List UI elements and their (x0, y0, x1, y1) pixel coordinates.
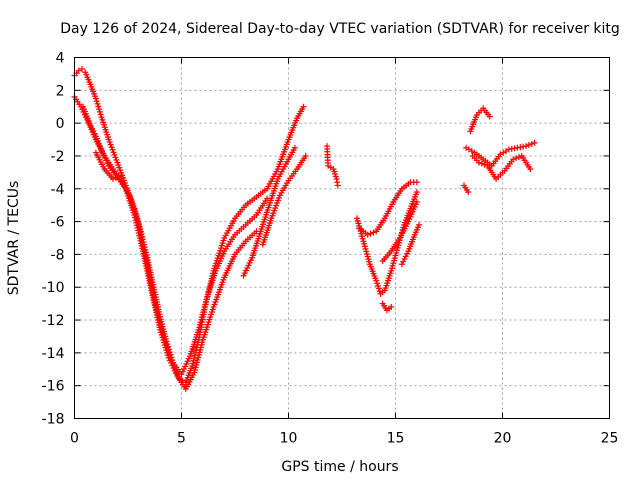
data-point-fill (481, 161, 488, 168)
data-point (75, 67, 82, 74)
y-tick-label: -12 (42, 313, 65, 329)
data-point-fill (87, 122, 94, 129)
grid-layer (74, 57, 610, 419)
x-tick-label: 10 (280, 431, 298, 447)
data-point-fill (525, 142, 532, 149)
data-point-fill (374, 280, 381, 287)
data-point (413, 179, 420, 186)
data-point (523, 143, 530, 150)
y-tick-label: -10 (42, 280, 65, 296)
data-point-fill (515, 154, 522, 161)
data-point (302, 152, 309, 159)
data-point-fill (95, 103, 102, 110)
x-axis-label: GPS time / hours (281, 459, 398, 475)
data-point-fill (478, 160, 485, 167)
data-point-fill (104, 160, 111, 167)
data-point-fill (402, 253, 409, 260)
y-tick-label: -18 (42, 412, 65, 428)
data-point (86, 120, 93, 127)
data-point (334, 182, 341, 189)
data-point (373, 277, 380, 284)
y-axis-label: SDTVAR / TECUs (6, 181, 22, 296)
data-point-fill (94, 100, 101, 107)
y-tick-label: 4 (56, 51, 65, 67)
x-tick-label: 15 (387, 431, 405, 447)
data-point-fill (370, 229, 377, 236)
data-point (388, 303, 395, 310)
data-point (413, 198, 420, 205)
data-point-fill (400, 258, 407, 265)
data-point (92, 95, 99, 102)
x-tick-label: 5 (177, 431, 186, 447)
data-point-fill (90, 128, 97, 135)
data-point-fill (513, 155, 520, 162)
x-tick-label: 20 (494, 431, 512, 447)
data-point-fill (101, 154, 108, 161)
data-point-fill (401, 256, 408, 263)
data-point-fill (112, 174, 119, 181)
data-point-fill (115, 173, 122, 180)
data-point (99, 149, 106, 156)
y-tick-label: -4 (51, 182, 65, 198)
data-point (300, 103, 307, 110)
data-point (486, 113, 493, 120)
data-point-fill (98, 114, 105, 121)
data-point (527, 166, 534, 173)
data-point-fill (96, 106, 103, 113)
y-tick-label: -16 (42, 379, 65, 395)
data-point-fill (97, 111, 104, 118)
data-point-fill (404, 250, 411, 257)
data-point-fill (528, 140, 535, 147)
data-point (176, 376, 183, 383)
y-tick-label: -6 (51, 215, 65, 231)
y-tick-label: 2 (56, 83, 65, 99)
data-point-fill (191, 352, 198, 359)
data-point (189, 362, 196, 369)
data-point (531, 139, 538, 146)
y-tick-label: -14 (42, 346, 65, 362)
data-point-fill (189, 360, 196, 367)
data-point (291, 144, 298, 151)
data-point-fill (91, 130, 98, 137)
points-layer (71, 65, 538, 392)
data-point (364, 231, 371, 238)
data-point-fill (191, 355, 198, 362)
data-point (465, 189, 472, 196)
axis-layer: 0 5 10 15 20 25 -18 -16 -14 -12 -10 -8 -6 -4 -2 0 2 4 (42, 51, 619, 447)
data-point (416, 221, 423, 228)
data-point-fill (374, 282, 381, 289)
chart-title: Day 126 of 2024, Sidereal Day-to-day VTE… (60, 21, 620, 37)
data-point-fill (190, 357, 197, 364)
data-point (475, 159, 482, 166)
x-tick-label: 0 (70, 431, 79, 447)
data-point-fill (89, 125, 96, 132)
data-point (413, 189, 420, 196)
data-point-fill (93, 98, 100, 105)
data-point (510, 156, 517, 163)
data-point-fill (375, 285, 382, 292)
plot-frame (74, 57, 610, 419)
x-tick-label: 25 (601, 431, 619, 447)
data-point-fill (96, 108, 103, 115)
y-tick-label: -8 (51, 247, 65, 263)
data-point-fill (103, 157, 110, 164)
y-tick-label: -2 (51, 149, 65, 165)
data-point-fill (100, 152, 107, 159)
data-point (118, 172, 125, 179)
data-point-fill (367, 230, 374, 237)
data-point-fill (376, 288, 383, 295)
data-point (398, 261, 405, 268)
data-point (78, 65, 85, 72)
y-tick-label: 0 (56, 116, 65, 132)
data-point (110, 175, 117, 182)
